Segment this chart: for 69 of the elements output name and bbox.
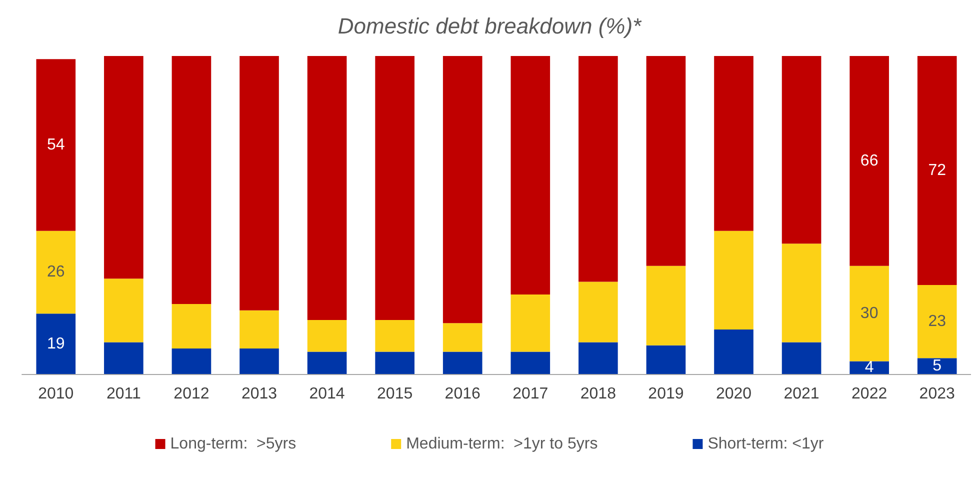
data-label: 66 xyxy=(860,152,878,170)
x-tick-label: 2012 xyxy=(174,386,210,402)
bar xyxy=(578,56,618,282)
bar xyxy=(917,284,957,358)
bar xyxy=(307,56,347,320)
x-tick-label: 2021 xyxy=(784,386,820,402)
bar xyxy=(510,56,550,294)
bar xyxy=(646,266,686,346)
bar xyxy=(782,342,822,374)
bar xyxy=(36,314,76,374)
bar xyxy=(714,329,754,374)
x-tick-label: 2010 xyxy=(38,386,74,402)
bar xyxy=(375,56,414,320)
bar xyxy=(172,348,212,374)
x-tick-label: 2017 xyxy=(512,386,548,402)
bar xyxy=(917,358,957,374)
bar xyxy=(917,56,957,285)
bar xyxy=(646,56,686,266)
bar xyxy=(307,352,347,374)
bar xyxy=(578,282,618,342)
x-tick-label: 2019 xyxy=(648,386,684,402)
data-label: 19 xyxy=(46,335,65,352)
bar xyxy=(578,342,618,374)
chart-title: Domestic debt breakdown (%)* xyxy=(338,14,643,38)
bar xyxy=(850,361,889,374)
bar xyxy=(36,230,76,314)
bar xyxy=(442,323,482,352)
bar xyxy=(104,278,144,342)
bar xyxy=(510,352,550,374)
bar xyxy=(172,304,212,349)
x-tick-label: 2014 xyxy=(309,386,345,402)
bar xyxy=(714,230,754,330)
bar xyxy=(782,56,822,244)
bar xyxy=(240,310,279,349)
data-label: 72 xyxy=(928,162,946,179)
x-tick-label: 2020 xyxy=(716,386,752,402)
bar xyxy=(375,320,414,352)
legend-label: Short-term: <1yr xyxy=(708,436,824,452)
bar xyxy=(240,56,279,310)
bar xyxy=(510,294,550,352)
legend-label: Long-term: >5yrs xyxy=(170,436,296,452)
bar xyxy=(442,352,482,374)
bar xyxy=(442,56,482,324)
data-label: 23 xyxy=(928,313,946,330)
data-label: 26 xyxy=(46,264,65,281)
bar xyxy=(240,348,279,374)
bar xyxy=(850,266,889,362)
x-tick-label: 2023 xyxy=(919,386,956,402)
x-tick-label: 2015 xyxy=(377,386,413,402)
x-tick-label: 2011 xyxy=(106,386,141,402)
bar xyxy=(104,56,144,279)
bar xyxy=(172,56,212,304)
bar xyxy=(104,342,144,374)
bar xyxy=(850,56,889,266)
bar xyxy=(307,320,347,352)
bar xyxy=(36,59,76,231)
data-label: 54 xyxy=(46,136,65,154)
data-label: 30 xyxy=(860,305,878,322)
bar xyxy=(646,345,686,374)
bar xyxy=(375,352,414,374)
x-tick-label: 2013 xyxy=(241,386,278,402)
x-tick-label: 2016 xyxy=(444,386,481,402)
x-tick-label: 2022 xyxy=(852,386,888,402)
bar xyxy=(714,56,754,231)
data-label: 5 xyxy=(932,358,942,375)
legend-label: Medium-term: >1yr to 5yrs xyxy=(406,436,598,452)
data-label: 4 xyxy=(864,359,874,376)
x-tick-label: 2018 xyxy=(580,386,616,402)
bar xyxy=(782,244,822,342)
